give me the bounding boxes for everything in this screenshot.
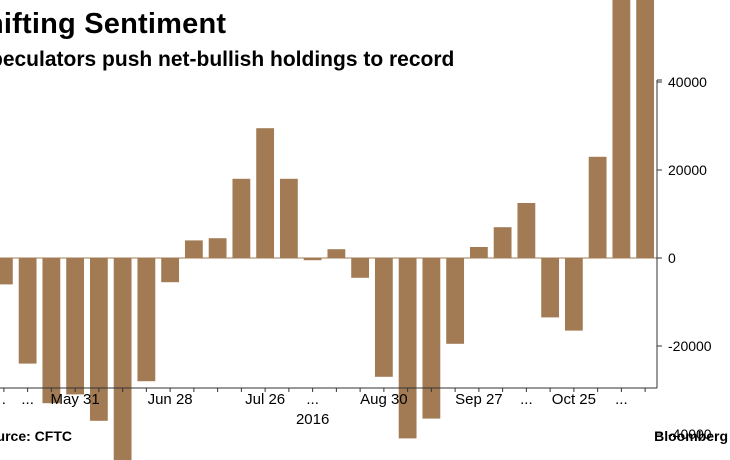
- x-axis-ticks: .... May 31 Jun 28 Jul 26... Aug 30 Sep 27...…: [2, 388, 646, 428]
- bars-layer: [0, 0, 655, 460]
- x-year-label: 2016: [296, 411, 329, 428]
- chart-title: hifting Sentiment: [0, 8, 227, 40]
- bar: [493, 227, 512, 258]
- x-tick-label: Aug 30: [360, 391, 408, 408]
- bar: [113, 258, 132, 460]
- bar: [232, 178, 251, 258]
- y-tick-label: 40000: [668, 74, 707, 90]
- bar: [351, 258, 370, 278]
- y-tick-label: -40000: [668, 426, 712, 442]
- bloomberg-logo: Bloomberg: [654, 428, 728, 444]
- bar: [303, 258, 322, 261]
- y-tick-label: -20000: [668, 338, 712, 354]
- bar: [327, 249, 346, 258]
- source-note: ource: CFTC: [0, 428, 72, 444]
- bar: [66, 258, 85, 395]
- bar: [18, 258, 37, 364]
- bar: [422, 258, 441, 419]
- x-tick-label: Sep 27: [455, 391, 503, 408]
- bar: [0, 258, 13, 285]
- bar: [564, 258, 583, 331]
- x-tick-label: ...: [520, 391, 533, 408]
- x-tick-label: .: [2, 391, 6, 408]
- bar: [161, 258, 180, 283]
- bar: [446, 258, 465, 344]
- x-tick-label: ...: [21, 391, 34, 408]
- y-tick-label: 20000: [668, 162, 707, 178]
- x-tick-label: Jul 26: [245, 391, 285, 408]
- bar: [374, 258, 393, 377]
- bar: [42, 258, 61, 404]
- bar: [398, 258, 417, 439]
- x-tick-label: Oct 25: [552, 391, 596, 408]
- y-tick-label: 60000: [668, 0, 707, 2]
- y-axis-ticks: 60000 40000 20000 0 -20000 -40000: [657, 0, 712, 442]
- bar: [469, 247, 488, 258]
- x-tick-label: ...: [615, 391, 628, 408]
- bar: [89, 258, 108, 421]
- x-tick-label: Jun 28: [148, 391, 193, 408]
- y-tick-label: 0: [668, 250, 676, 266]
- bar: [517, 203, 536, 258]
- bar: [588, 156, 607, 258]
- bar: [612, 0, 631, 259]
- x-tick-label: May 31: [51, 391, 100, 408]
- bar: [184, 240, 203, 258]
- bar: [279, 178, 298, 258]
- bar: [541, 258, 560, 318]
- bar: [208, 238, 227, 258]
- x-tick-label: ...: [306, 391, 319, 408]
- bar: [137, 258, 156, 382]
- bar: [636, 0, 655, 259]
- chart-subtitle: peculators push net-bullish holdings to …: [0, 48, 455, 71]
- bar: [256, 128, 275, 258]
